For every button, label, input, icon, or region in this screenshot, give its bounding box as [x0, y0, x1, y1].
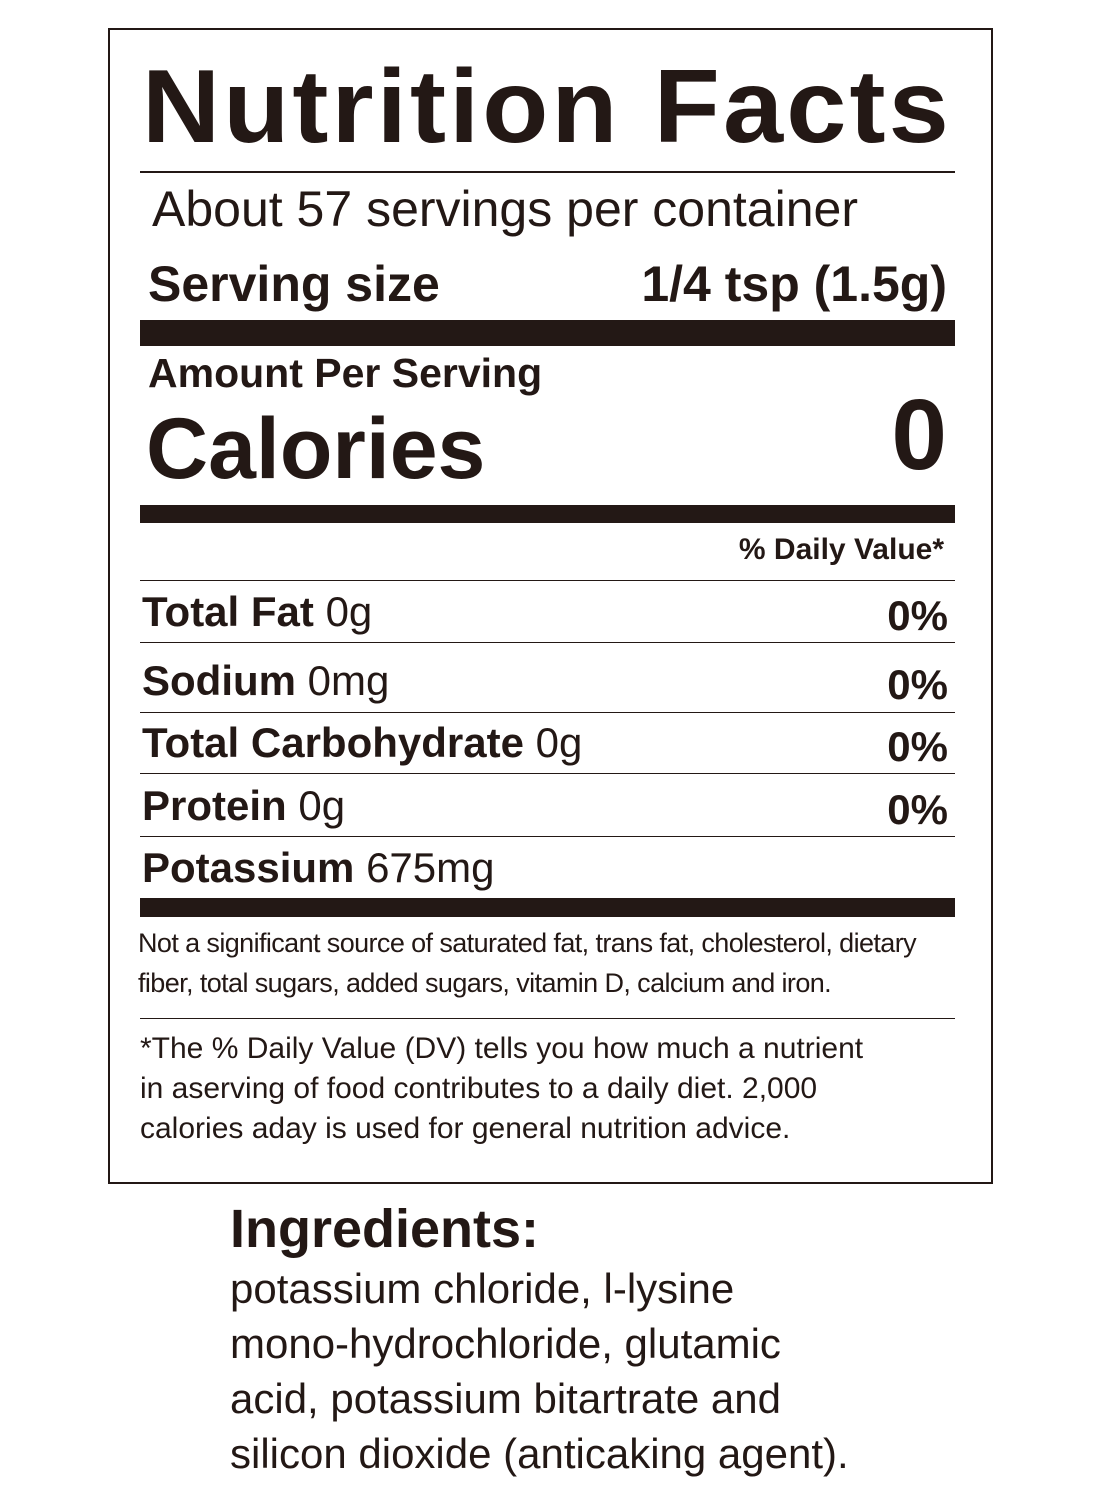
label-title: Nutrition Facts [142, 49, 952, 165]
calories-label: Calories [146, 401, 486, 497]
ingredients-line: acid, potassium bitartrate and [230, 1375, 781, 1422]
divider [140, 171, 955, 173]
servings-per-container: About 57 servings per container [152, 181, 858, 237]
amount-per-serving: Amount Per Serving [148, 350, 543, 396]
nutrient-row: Total Fat 0g 0% [142, 588, 948, 639]
nutrient-amount: 0g [298, 782, 346, 829]
nutrient-row: Total Carbohydrate 0g 0% [142, 719, 948, 770]
footnote-line: Not a significant source of saturated fa… [138, 928, 917, 958]
serving-size-value: 1/4 tsp (1.5g) [641, 256, 947, 312]
dv-note-line: in aserving of food contributes to a dai… [140, 1072, 818, 1105]
nutrient-row: Protein 0g 0% [142, 782, 948, 833]
nutrient-dv: 0% [887, 723, 948, 770]
nutrient-name: Protein [142, 782, 287, 829]
divider [140, 1018, 955, 1019]
nutrient-dv: 0% [887, 661, 948, 708]
ingredients-line: potassium chloride, l-lysine [230, 1265, 735, 1312]
dv-note-line: calories aday is used for general nutrit… [140, 1112, 791, 1145]
calories-value: 0 [891, 379, 947, 491]
ingredients-heading: Ingredients: [230, 1199, 540, 1259]
divider [140, 773, 955, 774]
footnote-line: fiber, total sugars, added sugars, vitam… [138, 968, 832, 998]
thick-divider [140, 898, 955, 917]
nutrient-amount: 0g [325, 588, 373, 635]
thick-divider [140, 505, 955, 523]
nutrient-row: Potassium 675mg [142, 844, 948, 891]
nutrient-name: Total Fat [142, 588, 314, 635]
nutrition-facts-panel [108, 28, 993, 1184]
nutrient-name: Potassium [142, 844, 355, 891]
thick-divider [140, 320, 955, 346]
divider [140, 580, 955, 581]
serving-size-label: Serving size [148, 256, 440, 312]
ingredients-line: mono-hydrochloride, glutamic [230, 1320, 781, 1367]
nutrient-amount: 0mg [307, 657, 390, 704]
nutrient-name: Total Carbohydrate [142, 719, 524, 766]
divider [140, 712, 955, 713]
divider [140, 642, 955, 643]
dv-note-line: *The % Daily Value (DV) tells you how mu… [140, 1032, 864, 1065]
nutrient-dv: 0% [887, 786, 948, 833]
nutrient-row: Sodium 0mg 0% [142, 657, 948, 708]
nutrient-name: Sodium [142, 657, 296, 704]
daily-value-header: % Daily Value* [738, 533, 944, 566]
ingredients-line: silicon dioxide (anticaking agent). [230, 1430, 849, 1477]
nutrient-amount: 675mg [366, 844, 495, 891]
nutrient-amount: 0g [535, 719, 583, 766]
nutrient-dv: 0% [887, 592, 948, 639]
divider [140, 836, 955, 837]
